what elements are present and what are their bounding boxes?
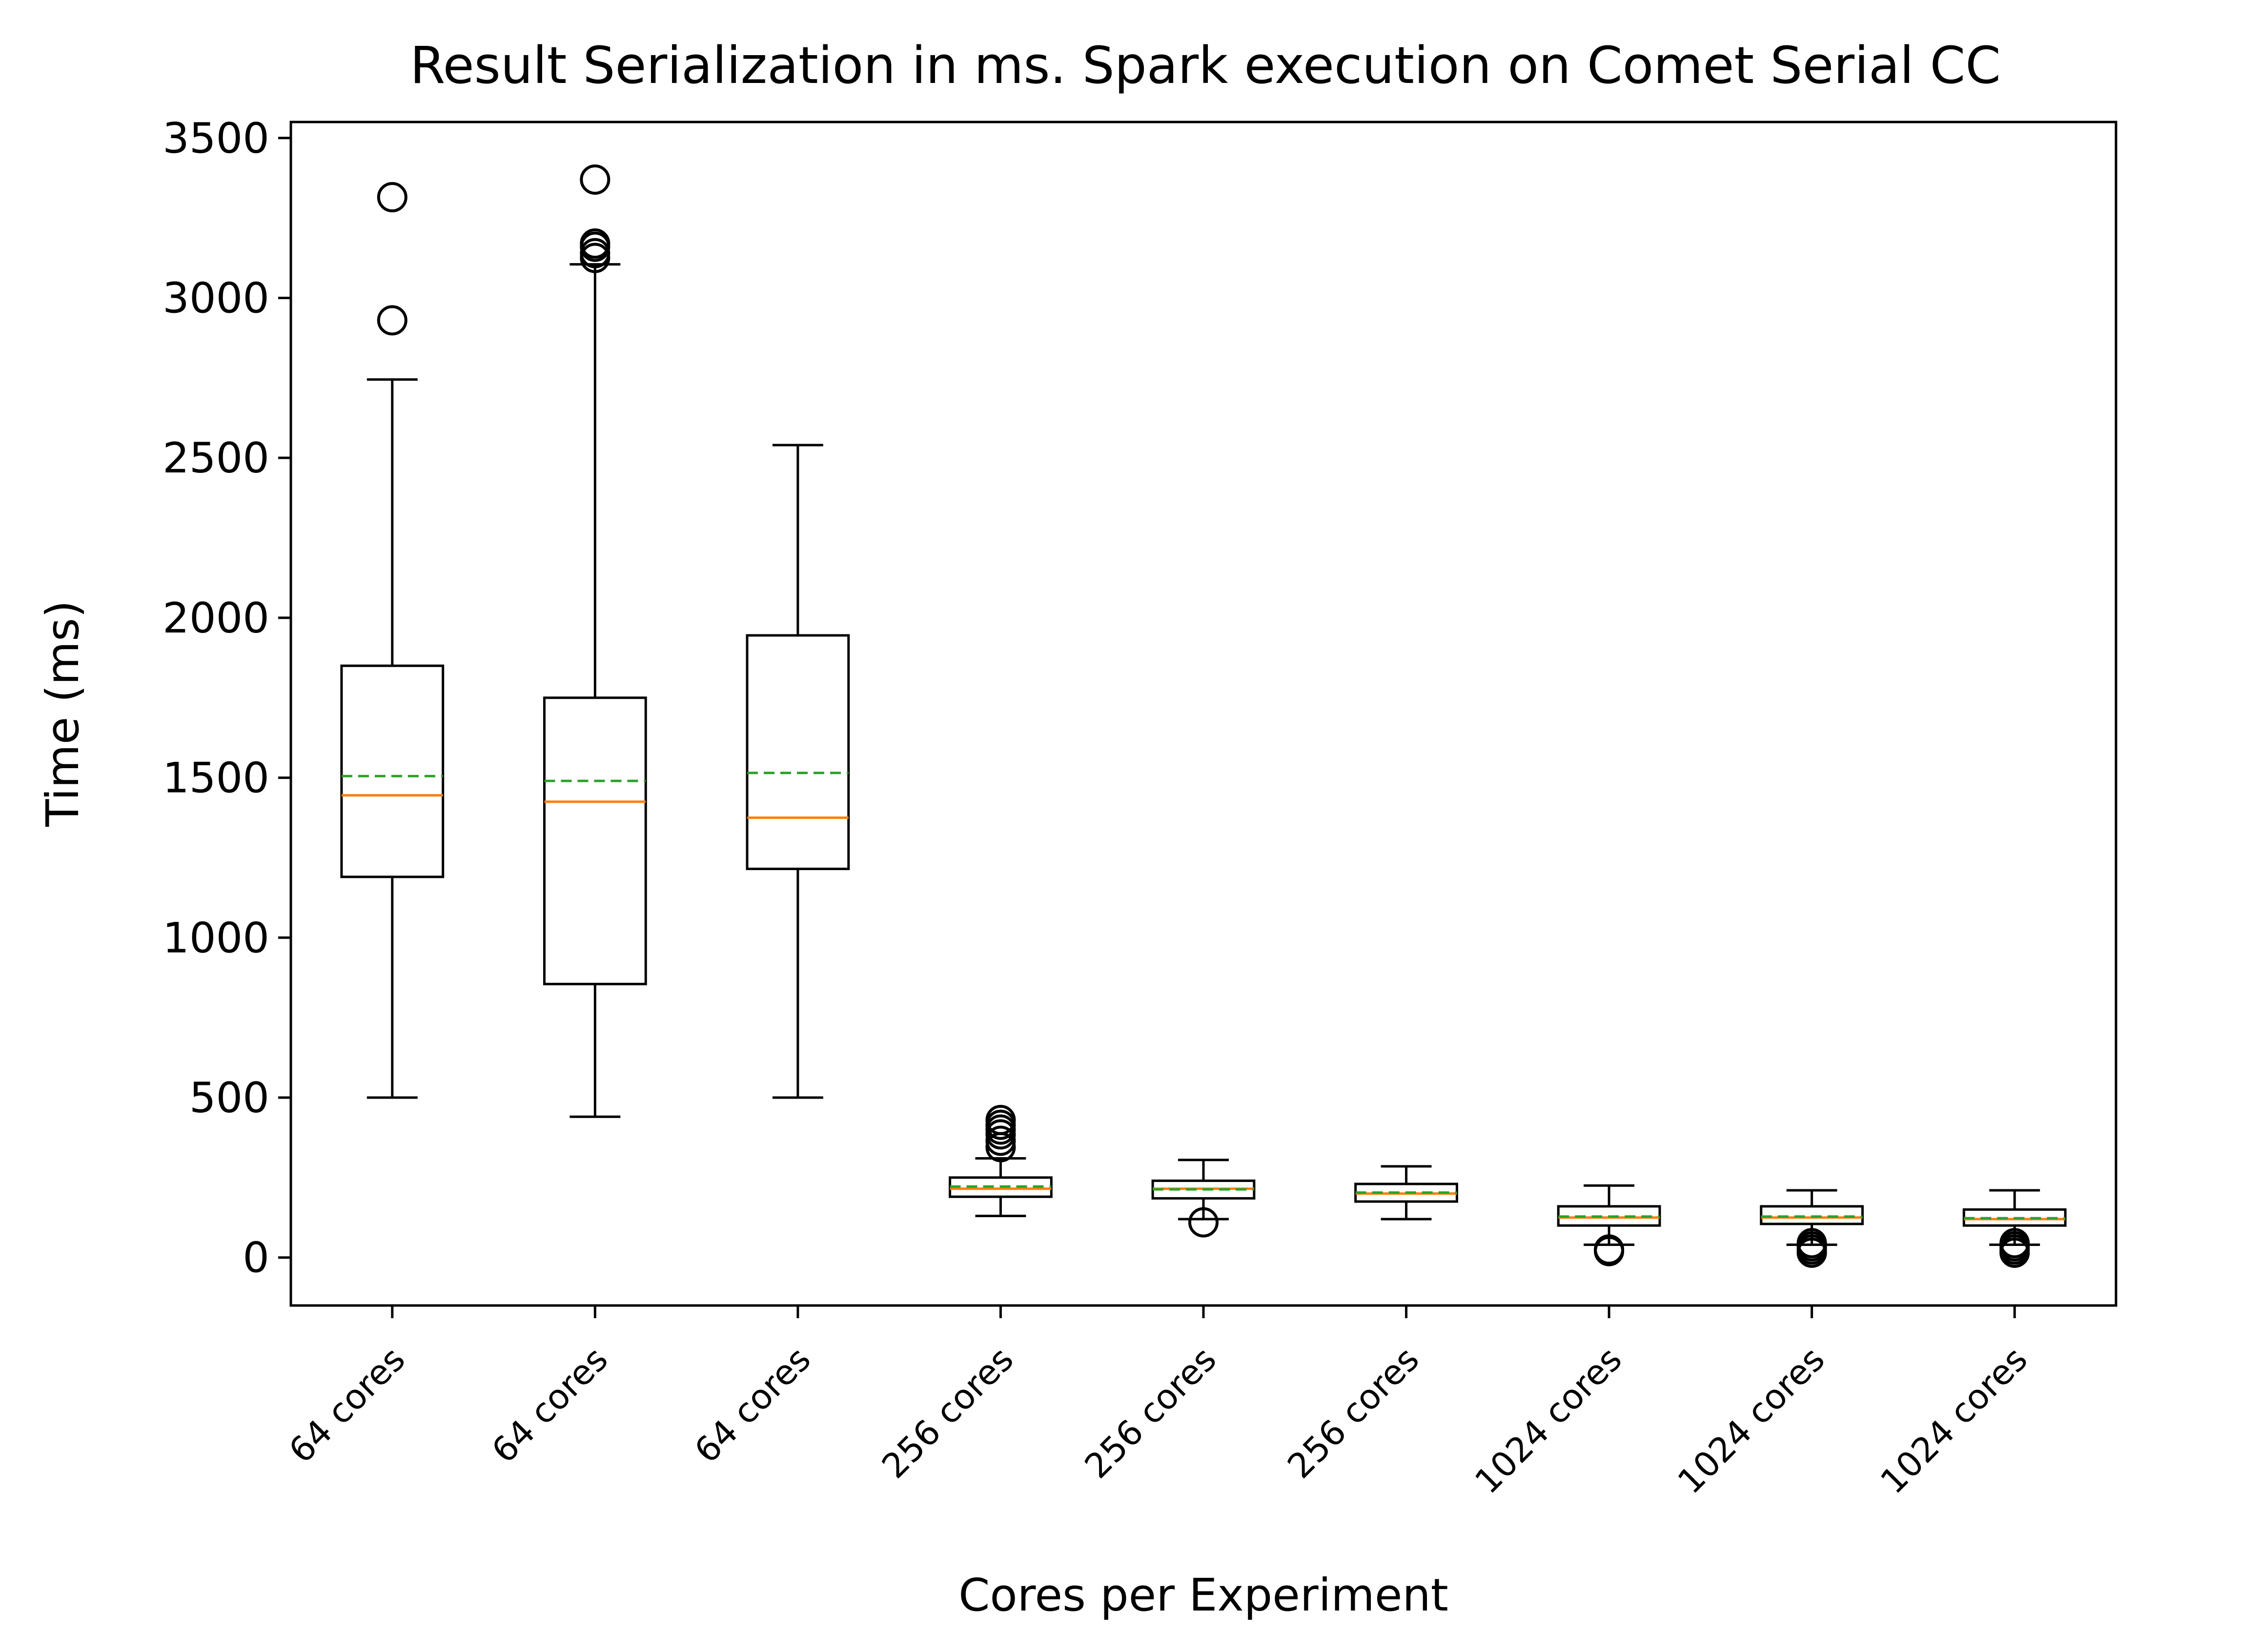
outlier-point bbox=[1188, 1207, 1219, 1238]
y-tick-label: 500 bbox=[189, 1074, 269, 1122]
outlier-point bbox=[580, 164, 611, 195]
iqr-box bbox=[746, 634, 850, 870]
outlier-point bbox=[1999, 1228, 2030, 1259]
outlier-point bbox=[985, 1104, 1016, 1135]
y-tick-label: 1000 bbox=[163, 914, 269, 962]
y-tick-label: 1500 bbox=[163, 754, 269, 803]
y-tick-label: 2000 bbox=[163, 594, 269, 643]
y-tick-label: 0 bbox=[243, 1234, 269, 1283]
y-axis-label: Time (ms) bbox=[37, 600, 89, 827]
iqr-box bbox=[1760, 1205, 1864, 1225]
outlier-point bbox=[377, 305, 407, 336]
outlier-point bbox=[1594, 1234, 1625, 1265]
iqr-box bbox=[543, 696, 647, 985]
plot-frame bbox=[289, 121, 2117, 1307]
y-tick-label: 2500 bbox=[163, 434, 269, 483]
outlier-point bbox=[377, 182, 407, 213]
y-tick-label: 3500 bbox=[163, 114, 269, 163]
outlier-point bbox=[580, 228, 611, 259]
x-axis-label: Cores per Experiment bbox=[958, 1569, 1448, 1621]
chart-title: Result Serialization in ms. Spark execut… bbox=[410, 36, 2001, 95]
y-tick-label: 3000 bbox=[163, 274, 269, 323]
outlier-point bbox=[1796, 1228, 1827, 1259]
iqr-box bbox=[340, 664, 445, 878]
